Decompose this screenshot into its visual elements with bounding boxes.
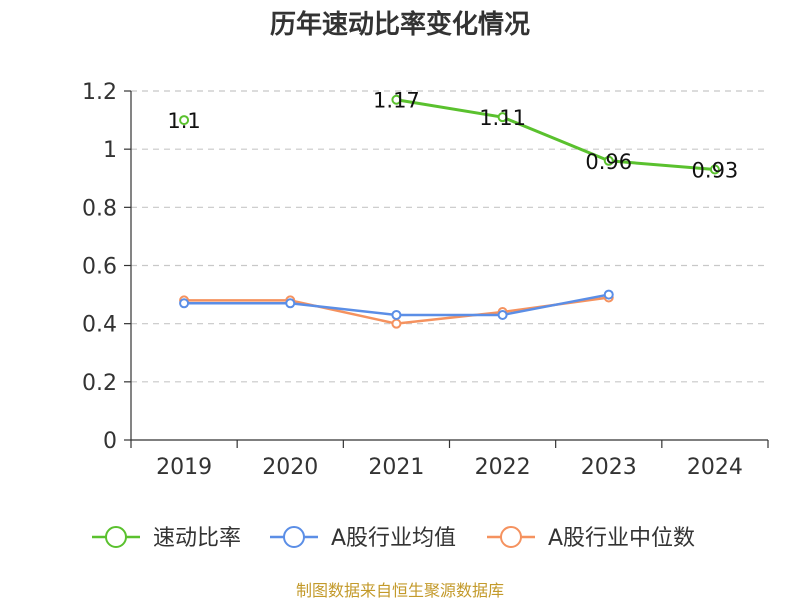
x-tick-label: 2023 (581, 455, 637, 480)
y-tick-label: 0.4 (82, 313, 117, 338)
source-note: 制图数据来自恒生聚源数据库 (296, 581, 504, 600)
data-label: 1.11 (479, 106, 526, 130)
y-tick-label: 0 (103, 429, 117, 454)
legend-marker (500, 526, 522, 548)
series-line-0 (396, 98, 716, 172)
legend-item: 速动比率 (92, 526, 241, 551)
x-tick-label: 2020 (262, 455, 318, 480)
series-layer (179, 94, 720, 329)
data-point (391, 94, 402, 105)
legend-label: A股行业中位数 (548, 526, 695, 551)
data-label: 1.17 (373, 89, 420, 113)
legend-item: A股行业均值 (270, 526, 456, 551)
legend: 速动比率 A股行业均值 A股行业中位数 (92, 526, 695, 551)
data-point (391, 309, 402, 320)
data-point (497, 112, 508, 123)
data-label: 0.96 (585, 150, 632, 174)
data-point (285, 298, 296, 309)
data-point (497, 309, 508, 320)
y-tick-label: 1 (103, 138, 117, 163)
grid (131, 90, 768, 383)
legend-marker (283, 526, 305, 548)
axes: 0 0.2 0.4 0.6 0.8 1 1.2 2019 2020 2021 2022 2023 202… (82, 80, 769, 480)
y-tick-label: 0.2 (82, 371, 117, 396)
chart-title: 历年速动比率变化情况 (270, 9, 530, 40)
y-tick-label: 1.2 (82, 80, 117, 105)
data-point (391, 318, 402, 329)
data-labels: 1.1 1.17 1.11 0.96 0.93 (167, 89, 738, 183)
data-point (179, 298, 190, 309)
legend-marker (105, 526, 127, 548)
legend-item: A股行业中位数 (487, 526, 695, 551)
y-tick-label: 0.6 (82, 255, 117, 280)
data-label: 0.93 (692, 159, 739, 183)
data-point (179, 115, 190, 126)
data-point (709, 164, 720, 175)
x-tick-label: 2022 (475, 455, 531, 480)
legend-label: 速动比率 (153, 526, 241, 551)
data-point (603, 155, 614, 166)
x-tick-label: 2019 (156, 455, 212, 480)
y-tick-label: 0.8 (82, 196, 117, 221)
data-label: 1.1 (167, 109, 200, 133)
legend-label: A股行业均值 (331, 526, 456, 551)
data-point (603, 289, 614, 300)
x-tick-label: 2024 (687, 455, 743, 480)
x-tick-label: 2021 (368, 455, 424, 480)
